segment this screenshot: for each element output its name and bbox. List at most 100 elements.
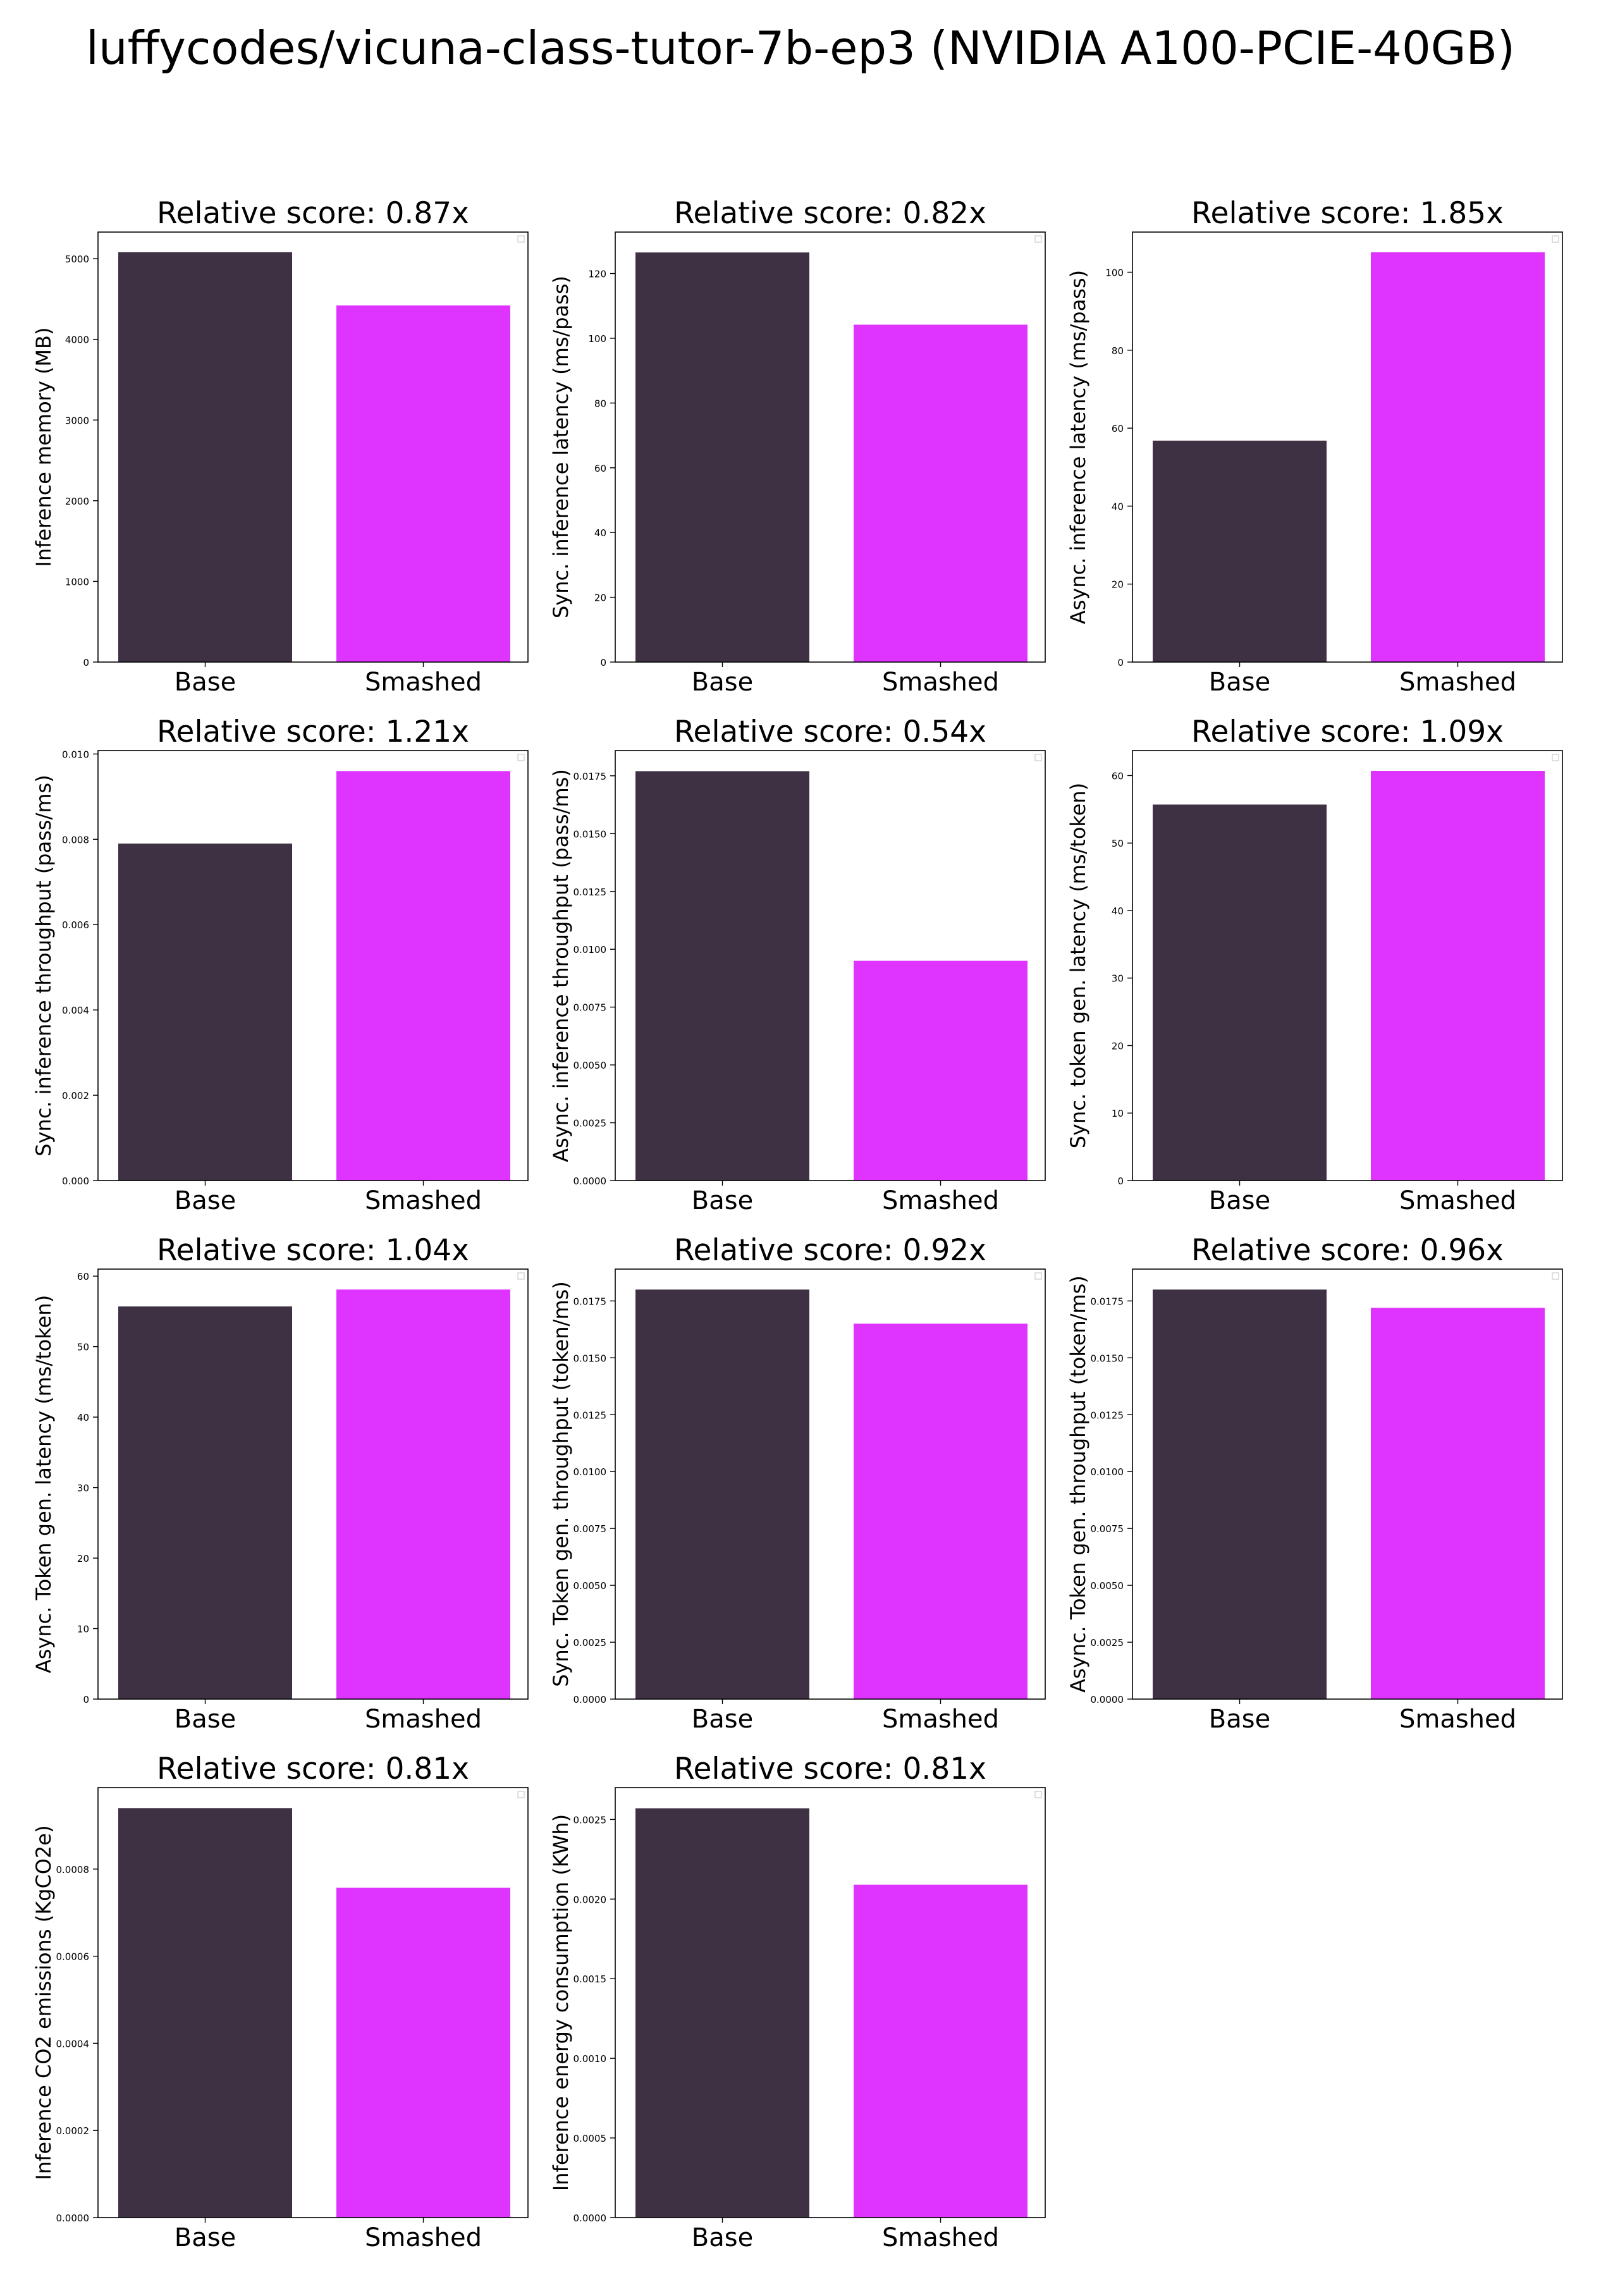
chart-title: Relative score: 0.96x — [1191, 1233, 1504, 1268]
x-tick-label: Base — [1209, 668, 1270, 697]
chart-panel: 0 20 40 60 80 100 Base Smashed Relative score: 1… — [1066, 196, 1563, 697]
chart-title: Relative score: 0.81x — [157, 1752, 469, 1786]
plot-frame — [97, 1787, 529, 2218]
y-tick-label: 0.0150 — [574, 828, 607, 840]
y-tick-label: 0.0150 — [574, 1353, 607, 1364]
legend-box — [517, 1791, 525, 1798]
y-axis-label: Async. inference latency (ms/pass) — [1066, 270, 1090, 624]
x-tick-label: Base — [692, 1705, 753, 1734]
x-tick-label: Smashed — [1399, 1186, 1516, 1215]
y-tick-label: 0.0025 — [574, 1637, 607, 1648]
y-tick-label: 1000 — [65, 576, 89, 587]
y-tick-label: 20 — [594, 592, 606, 604]
x-tick-label: Base — [175, 1186, 236, 1215]
y-tick-label: 0.0050 — [574, 1060, 607, 1071]
plot-frame — [1132, 1268, 1563, 1700]
y-axis-label: Sync. token gen. latency (ms/token) — [1066, 783, 1090, 1149]
y-tick-label: 0.008 — [62, 834, 89, 845]
x-tick-label: Smashed — [882, 1186, 999, 1215]
bar-smashed — [1371, 1308, 1545, 1699]
chart-panel: 0 20 40 60 80 100 120 Base Smashed Relative score… — [549, 196, 1046, 697]
y-tick-label: 20 — [77, 1553, 89, 1564]
figure-title: luffycodes/vicuna-class-tutor-7b-ep3 (NV… — [85, 21, 1516, 75]
bar-base — [118, 844, 292, 1181]
y-axis-label: Async. Token gen. throughput (token/ms) — [1066, 1275, 1090, 1693]
chart-panel: 0.0000 0.0025 0.0050 0.0075 0.0100 0.0125 0.01… — [549, 1233, 1046, 1734]
bar-base — [118, 252, 292, 663]
x-tick-label: Base — [692, 1186, 753, 1215]
plot-frame — [97, 1268, 529, 1700]
legend-box — [1552, 1272, 1559, 1280]
y-tick-label: 0.0150 — [1091, 1353, 1124, 1364]
y-tick-label: 0.0025 — [1091, 1637, 1124, 1648]
legend-box — [517, 235, 525, 243]
x-tick-label: Smashed — [1399, 1705, 1516, 1734]
chart-panel: 0.0000 0.0002 0.0004 0.0006 0.0008 Base Smashe… — [32, 1752, 529, 2252]
y-tick-label: 60 — [77, 1271, 89, 1282]
y-tick-label: 0.0125 — [574, 1409, 607, 1421]
y-tick-label: 2000 — [65, 496, 89, 507]
y-tick-label: 0.0050 — [574, 1580, 607, 1592]
x-tick-label: Base — [175, 668, 236, 697]
bar-smashed — [854, 1323, 1027, 1699]
y-tick-label: 0.000 — [62, 1176, 89, 1187]
y-axis-label: Sync. inference latency (ms/pass) — [549, 276, 573, 618]
y-axis-label: Async. Token gen. latency (ms/token) — [32, 1295, 56, 1673]
y-tick-label: 120 — [588, 269, 606, 280]
x-tick-label: Base — [692, 2223, 753, 2252]
bar-base — [1153, 440, 1327, 662]
y-tick-label: 40 — [594, 527, 606, 539]
legend-box — [1034, 754, 1042, 761]
y-tick-label: 30 — [1112, 973, 1124, 985]
y-tick-label: 100 — [588, 333, 606, 345]
y-tick-label: 0.0050 — [1091, 1580, 1124, 1592]
y-tick-label: 0.0175 — [574, 771, 607, 782]
x-tick-label: Smashed — [1399, 668, 1516, 697]
x-tick-label: Smashed — [365, 1186, 482, 1215]
y-tick-label: 0.0000 — [1091, 1694, 1124, 1705]
y-tick-label: 0.0100 — [574, 1466, 607, 1478]
y-tick-label: 10 — [1112, 1108, 1124, 1119]
plot-frame — [615, 231, 1046, 663]
y-axis-label: Inference energy consumption (KWh) — [549, 1814, 573, 2191]
x-tick-label: Smashed — [365, 668, 482, 697]
y-tick-label: 0.0100 — [574, 944, 607, 955]
bar-smashed — [336, 1289, 510, 1699]
bar-base — [635, 771, 809, 1181]
legend-box — [517, 1272, 525, 1280]
y-axis-label: Inference CO2 emissions (KgCO2e) — [32, 1825, 56, 2180]
plot-frame — [615, 1268, 1046, 1700]
y-tick-label: 80 — [594, 398, 606, 409]
y-tick-label: 0.0000 — [574, 1176, 607, 1187]
y-tick-label: 100 — [1105, 267, 1124, 278]
legend-box — [1034, 235, 1042, 243]
y-tick-label: 0.0025 — [574, 1814, 607, 1826]
y-tick-label: 40 — [1112, 501, 1124, 512]
bar-base — [1153, 1289, 1327, 1699]
y-tick-label: 60 — [594, 463, 606, 474]
chart-panel: 0 10 20 30 40 50 60 Base Smashed Relative score: … — [1066, 715, 1563, 1215]
chart-title: Relative score: 0.81x — [674, 1752, 986, 1786]
y-tick-label: 0.0075 — [1091, 1523, 1124, 1535]
chart-panel: 0 1000 2000 3000 4000 5000 Base Smashed Relative… — [32, 196, 529, 697]
y-tick-label: 0.0008 — [56, 1864, 90, 1875]
bar-base — [635, 252, 809, 662]
y-tick-label: 0 — [83, 1694, 89, 1705]
y-axis-label: Inference memory (MB) — [32, 328, 56, 567]
y-tick-label: 80 — [1112, 345, 1124, 357]
y-tick-label: 0.0000 — [56, 2213, 90, 2224]
bar-base — [635, 1289, 809, 1699]
x-tick-label: Base — [175, 2223, 236, 2252]
y-axis-label: Sync. inference throughput (pass/ms) — [32, 775, 56, 1156]
chart-title: Relative score: 0.87x — [157, 196, 469, 231]
chart-title: Relative score: 1.09x — [1191, 715, 1504, 749]
y-tick-label: 0 — [1117, 657, 1124, 668]
y-tick-label: 0.0125 — [574, 887, 607, 898]
plot-frame — [1132, 231, 1563, 663]
y-tick-label: 50 — [1112, 838, 1124, 849]
y-tick-label: 4000 — [65, 335, 89, 346]
plot-frame — [615, 750, 1046, 1181]
bar-base — [118, 1808, 292, 2218]
y-tick-label: 60 — [1112, 423, 1124, 434]
